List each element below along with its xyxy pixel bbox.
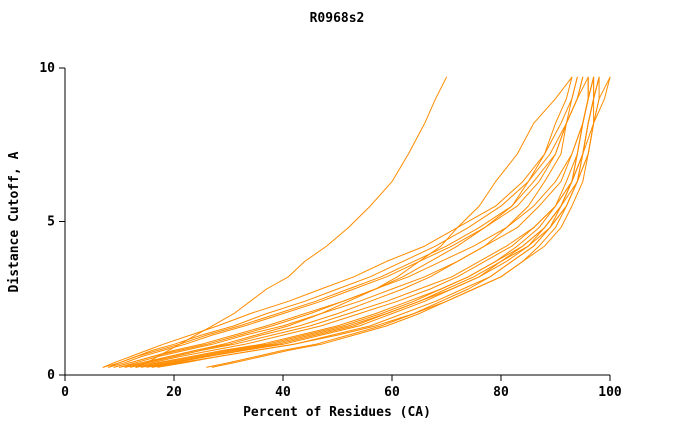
x-tick-label: 0 xyxy=(61,385,69,400)
y-tick-label: 5 xyxy=(47,215,55,230)
chart-curve xyxy=(135,76,595,368)
chart-curve xyxy=(124,76,573,368)
chart-curve xyxy=(151,76,589,368)
chart-title: R0968s2 xyxy=(310,11,365,26)
x-tick-label: 80 xyxy=(493,385,509,400)
y-axis-label: Distance Cutoff, A xyxy=(7,151,22,292)
chart-curve xyxy=(206,76,589,368)
chart-curve xyxy=(151,76,611,368)
chart-series xyxy=(102,76,611,368)
chart-curve xyxy=(102,76,589,368)
x-axis-label: Percent of Residues (CA) xyxy=(243,405,431,420)
y-tick-label: 10 xyxy=(39,61,55,76)
y-tick-label: 0 xyxy=(47,368,55,383)
x-tick-label: 40 xyxy=(275,385,291,400)
x-tick-label: 100 xyxy=(598,385,622,400)
chart-curve xyxy=(146,76,600,368)
x-tick-label: 20 xyxy=(166,385,182,400)
chart-curve xyxy=(119,76,595,368)
chart-curve xyxy=(140,76,595,368)
chart-curve xyxy=(108,76,584,368)
chart-curve xyxy=(108,76,584,368)
chart-curve xyxy=(113,76,595,368)
x-tick-label: 60 xyxy=(384,385,400,400)
chart-curve xyxy=(135,76,447,368)
chart-curve xyxy=(102,76,578,368)
chart-curve xyxy=(113,76,573,368)
chart-curve xyxy=(124,76,611,368)
chart-curve xyxy=(135,76,600,368)
axis-ticks: 0 20 40 60 80 100 0 5 10 xyxy=(39,61,622,400)
